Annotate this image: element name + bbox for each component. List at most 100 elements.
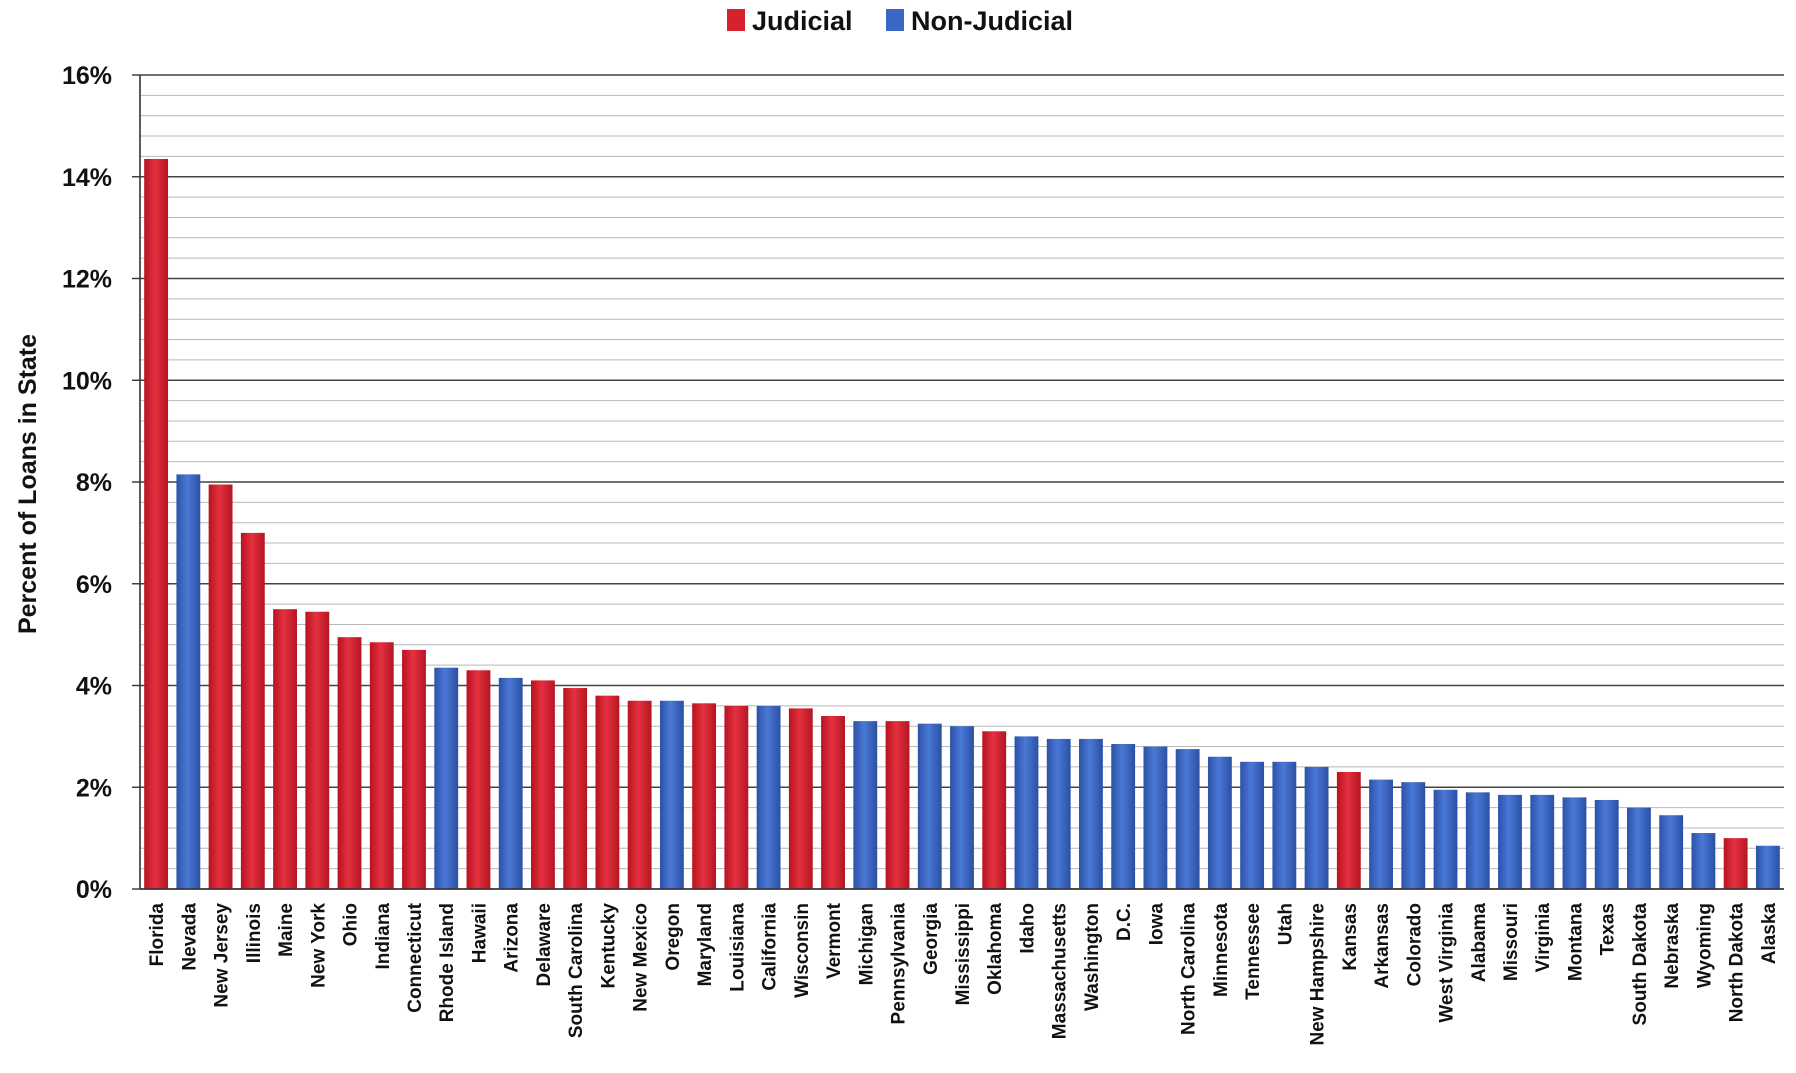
y-axis-ticks: 0% 2% 4% 6% 8% 10% 12% 14% 16% [62, 62, 140, 904]
bar-ohio [337, 637, 362, 889]
x-label-ohio: Ohio [341, 903, 362, 946]
x-label-nevada: Nevada [179, 903, 200, 971]
bar-california [756, 705, 781, 889]
y-tick-label: 12% [62, 266, 112, 294]
bar-mississippi [950, 726, 974, 889]
bar-south-dakota [1627, 807, 1651, 889]
y-axis-title: Percent of Loans in State [14, 334, 42, 634]
x-label-new-hampshire: New Hampshire [1308, 903, 1329, 1046]
x-label-iowa: Iowa [1146, 903, 1167, 946]
bar-wyoming [1691, 833, 1716, 889]
x-label-arizona: Arizona [502, 903, 523, 973]
x-label-south-carolina: South Carolina [566, 903, 587, 1039]
x-label-d-c: D.C. [1114, 903, 1135, 941]
bar-arizona [498, 677, 523, 889]
x-label-utah: Utah [1275, 903, 1296, 945]
bar-delaware [531, 680, 555, 889]
bar-alabama [1465, 792, 1490, 889]
bar-new-jersey [208, 484, 233, 889]
bar-florida [144, 158, 169, 889]
x-label-kentucky: Kentucky [598, 903, 619, 989]
x-label-mississippi: Mississippi [953, 903, 974, 1005]
x-label-oklahoma: Oklahoma [985, 903, 1006, 995]
x-label-new-mexico: New Mexico [631, 903, 652, 1012]
bar-south-carolina [563, 688, 588, 889]
bar-new-hampshire [1304, 766, 1329, 889]
bar-illinois [240, 532, 265, 890]
x-label-colorado: Colorado [1404, 903, 1425, 986]
bar-nebraska [1659, 815, 1684, 889]
x-label-indiana: Indiana [373, 903, 394, 970]
x-label-missouri: Missouri [1501, 903, 1522, 981]
bar-nevada [176, 474, 201, 889]
x-label-north-dakota: North Dakota [1727, 903, 1748, 1023]
x-label-florida: Florida [147, 903, 168, 967]
bar-montana [1562, 797, 1587, 889]
x-label-south-dakota: South Dakota [1630, 903, 1651, 1026]
bar-pennsylvania [885, 721, 910, 889]
bar-texas [1594, 799, 1619, 889]
y-tick-label: 6% [76, 571, 112, 599]
bar-wisconsin [788, 708, 813, 889]
bar-new-york [305, 611, 330, 889]
bar-new-mexico [627, 700, 652, 889]
bar-georgia [917, 723, 942, 889]
x-label-north-carolina: North Carolina [1179, 903, 1200, 1035]
bar-hawaii [466, 670, 491, 889]
bar-d-c [1111, 744, 1136, 889]
x-label-new-york: New York [308, 903, 329, 988]
x-axis-labels: Florida Nevada New Jersey Illinois Maine New … [147, 902, 1780, 1045]
x-label-oregon: Oregon [663, 903, 684, 971]
x-label-rhode-island: Rhode Island [437, 903, 458, 1022]
x-label-new-jersey: New Jersey [212, 903, 233, 1008]
x-label-georgia: Georgia [921, 903, 942, 975]
bar-utah [1272, 761, 1297, 889]
bar-vermont [821, 716, 845, 889]
bar-iowa [1143, 746, 1168, 889]
bar-connecticut [402, 649, 426, 889]
x-label-alaska: Alaska [1759, 903, 1780, 965]
x-label-illinois: Illinois [244, 903, 265, 963]
x-label-michigan: Michigan [856, 903, 877, 985]
x-label-kansas: Kansas [1340, 903, 1361, 971]
x-label-wyoming: Wyoming [1694, 903, 1715, 988]
bar-massachusetts [1046, 738, 1071, 889]
x-label-west-virginia: West Virginia [1437, 903, 1458, 1023]
x-label-connecticut: Connecticut [405, 902, 426, 1012]
bar-kansas [1336, 771, 1361, 889]
legend-label-non-judicial: Non-Judicial [911, 6, 1073, 36]
bar-west-virginia [1433, 789, 1458, 889]
legend-swatch-judicial [727, 9, 745, 31]
x-label-idaho: Idaho [1017, 903, 1038, 954]
bar-virginia [1530, 794, 1555, 889]
bar-alaska [1755, 845, 1780, 889]
x-label-vermont: Vermont [824, 902, 845, 979]
bar-maryland [692, 703, 717, 889]
bar-maine [273, 609, 297, 889]
bar-rhode-island [434, 667, 459, 889]
bar-louisiana [724, 705, 749, 889]
bar-indiana [369, 642, 394, 889]
x-label-maryland: Maryland [695, 903, 716, 986]
bars [144, 158, 1780, 890]
x-label-wisconsin: Wisconsin [792, 903, 813, 998]
x-label-massachusetts: Massachusetts [1050, 903, 1071, 1039]
bar-north-carolina [1175, 749, 1200, 889]
x-label-maine: Maine [276, 903, 297, 957]
x-label-louisiana: Louisiana [727, 903, 748, 992]
y-tick-label: 14% [62, 164, 112, 192]
legend-swatch-non-judicial [886, 9, 904, 31]
x-label-tennessee: Tennessee [1243, 903, 1264, 1000]
x-label-arkansas: Arkansas [1372, 903, 1393, 989]
axes [139, 75, 1784, 890]
y-tick-label: 2% [76, 774, 112, 802]
bar-michigan [853, 721, 878, 889]
y-tick-label: 10% [62, 367, 112, 395]
x-label-texas: Texas [1598, 903, 1619, 955]
x-label-montana: Montana [1565, 903, 1586, 982]
x-label-pennsylvania: Pennsylvania [889, 903, 910, 1025]
x-label-nebraska: Nebraska [1662, 903, 1683, 989]
bar-minnesota [1207, 756, 1232, 889]
